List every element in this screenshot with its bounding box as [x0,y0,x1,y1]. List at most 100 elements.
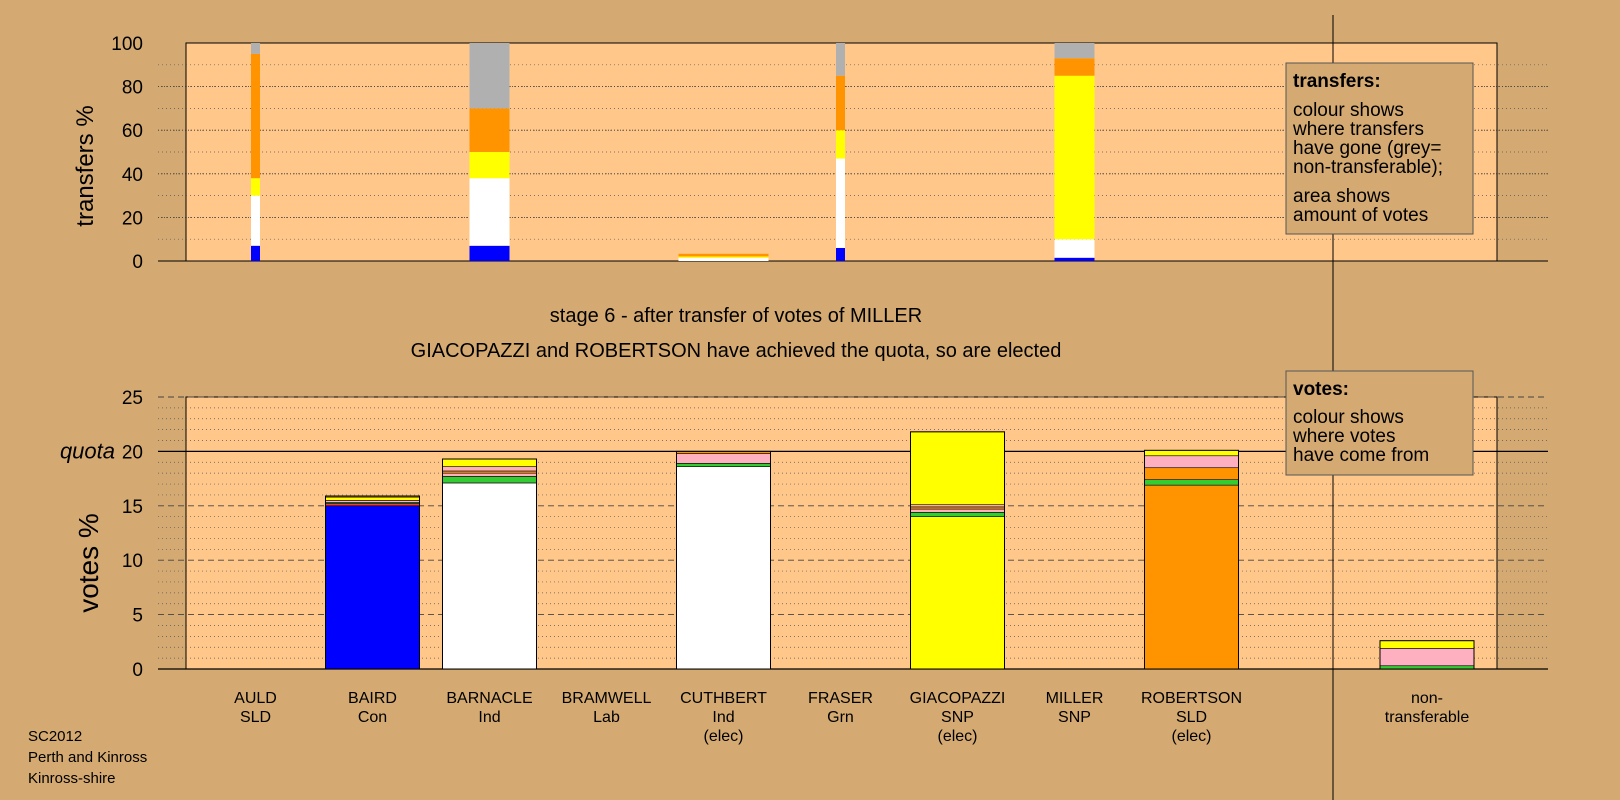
votes-legend: votes: colour shows where votes have com… [1285,370,1474,476]
candidate-party: Grn [827,709,854,726]
candidate-name: MILLER [1046,690,1104,707]
transfer-segment-auld-4 [251,43,260,54]
transfers-legend-line: area shows [1293,186,1390,207]
transfer-segment-miller-0 [1054,257,1095,261]
candidate-name: ROBERTSON [1141,690,1242,707]
vote-bar-non-transferable [1379,640,1475,670]
vote-bar-robertson [1144,449,1239,670]
transfer-segment-fraser-2 [836,130,845,159]
vote-segment-barnacle-4 [442,466,537,472]
votes-axis-label: votes % [73,513,104,613]
transfer-segment-auld-2 [251,178,260,196]
vote-bar-cuthbert [676,450,771,670]
footer-line-2: Perth and Kinross [28,749,147,766]
vote-bar-baird [325,495,420,670]
footer-line-3: Kinross-shire [28,770,116,787]
transfer-segment-auld-1 [251,195,260,246]
vote-segment-non-transferable-2 [1379,640,1475,649]
candidate-party: Ind [712,709,734,726]
stage-text: stage 6 - after transfer of votes of MIL… [550,305,922,327]
transfer-segment-cuthbert-1 [678,256,769,258]
transfers-legend: transfers: colour shows where transfers … [1285,62,1474,235]
nontransferable-label: non- [1411,690,1443,707]
vote-segment-giacopazzi-5 [910,431,1005,506]
vote-segment-cuthbert-1 [676,463,771,467]
candidate-labels: AULD SLD BAIRD Con BARNACLE Ind BRAMWELL Lab CUT… [234,690,1469,745]
votes-tick-label: 0 [132,660,143,681]
transfer-segment-fraser-0 [836,247,845,261]
transfer-segment-fraser-3 [836,75,845,131]
quota-tick-label: 20 [122,442,143,463]
vote-segment-robertson-3 [1144,455,1239,469]
vote-segment-giacopazzi-2 [910,508,1005,513]
candidate-note: (elec) [703,728,743,745]
transfer-segment-cuthbert-0 [678,257,769,261]
candidate-note: (elec) [1171,728,1211,745]
votes-tick-label: 5 [132,606,143,627]
vote-segment-cuthbert-2 [676,453,771,464]
votes-tick-label: 10 [122,551,143,572]
transfer-segment-fraser-4 [836,43,845,76]
vote-segment-barnacle-5 [442,458,537,467]
transfers-tick-label: 100 [111,34,143,55]
vote-segment-giacopazzi-3 [910,506,1005,510]
transfers-legend-line: non-transferable); [1293,157,1443,178]
vote-segment-barnacle-1 [442,476,537,484]
transfers-tick-label: 80 [122,78,143,99]
transfer-segment-barnacle-1 [469,178,510,246]
vote-segment-giacopazzi-0 [910,516,1005,670]
transfers-tick-label: 20 [122,208,143,229]
transfer-segment-miller-4 [1054,43,1095,59]
elected-text: GIACOPAZZI and ROBERTSON have achieved t… [411,340,1062,362]
vote-segment-barnacle-3 [442,470,537,474]
votes-legend-title: votes: [1293,379,1349,400]
transfers-tick-label: 60 [122,121,143,142]
quota-label: quota [60,438,115,463]
transfers-axis-label: transfers % [72,105,99,226]
vote-segment-baird-1 [325,503,420,507]
candidate-name: CUTHBERT [680,690,767,707]
candidate-party: SNP [941,709,974,726]
vote-segment-cuthbert-0 [676,466,771,670]
vote-segment-baird-0 [325,505,420,670]
candidate-name: BRAMWELL [562,690,652,707]
transfer-segment-auld-0 [251,245,260,261]
transfer-segment-barnacle-3 [469,108,510,152]
candidate-name: FRASER [808,690,873,707]
votes-legend-line: have come from [1293,445,1429,466]
vote-segment-giacopazzi-4 [910,504,1005,508]
transfer-segment-cuthbert-2 [678,253,769,257]
transfer-segment-barnacle-2 [469,152,510,179]
transfer-segment-barnacle-4 [469,43,510,109]
candidate-party: SLD [1176,709,1207,726]
candidate-party: SLD [240,709,271,726]
transfers-legend-line: amount of votes [1293,205,1428,226]
footer-line-1: SC2012 [28,728,82,745]
transfer-segment-fraser-1 [836,158,845,248]
transfer-segment-miller-2 [1054,75,1095,240]
candidate-name: BARNACLE [446,690,532,707]
vote-segment-non-transferable-1 [1379,648,1475,667]
vote-segment-baird-3 [325,500,420,503]
transfer-segment-miller-1 [1054,239,1095,258]
transfers-tick-label: 40 [122,165,143,186]
transfers-legend-line: colour shows [1293,100,1404,121]
vote-segment-robertson-2 [1144,467,1239,480]
votes-tick-label: 25 [122,388,143,409]
transfers-legend-line: have gone (grey= [1293,138,1441,159]
candidate-name: AULD [234,690,277,707]
votes-legend-line: where votes [1292,426,1395,447]
vote-segment-barnacle-0 [442,482,537,670]
transfer-segment-barnacle-0 [469,245,510,261]
votes-legend-line: colour shows [1293,407,1404,428]
transfers-legend-line: where transfers [1292,119,1424,140]
candidate-party: Lab [593,709,620,726]
votes-panel: 0 5 10 15 25 20 quota [60,388,1548,681]
vote-segment-robertson-0 [1144,484,1239,670]
candidate-name: BAIRD [348,690,397,707]
candidate-party: SNP [1058,709,1091,726]
candidate-note: (elec) [937,728,977,745]
vote-segment-robertson-1 [1144,479,1239,486]
candidate-party: Ind [478,709,500,726]
